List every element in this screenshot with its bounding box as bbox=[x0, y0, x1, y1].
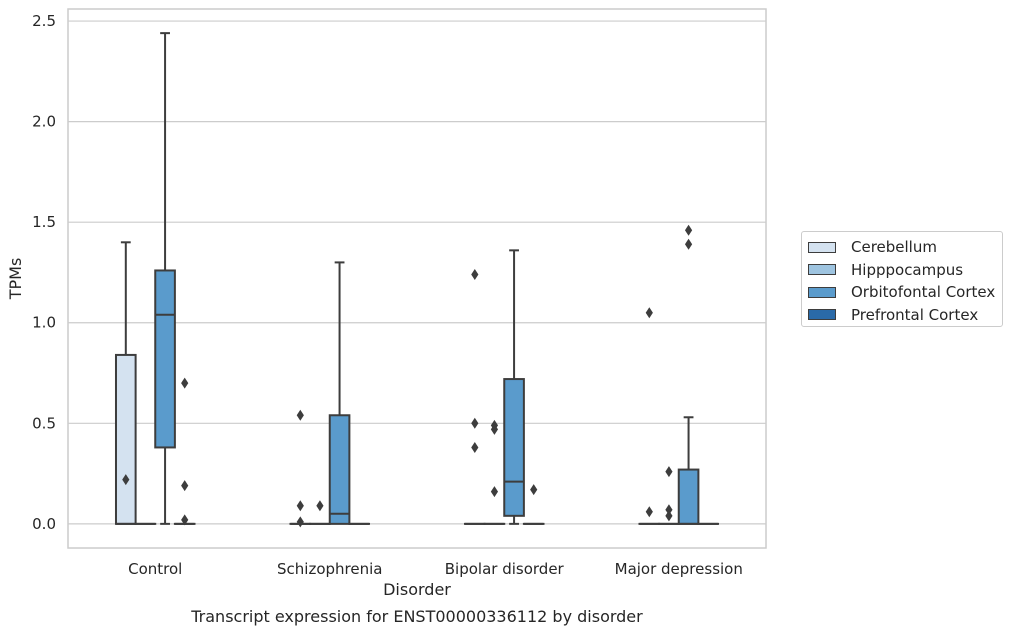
plot-frame bbox=[67, 8, 767, 549]
outlier-point bbox=[471, 441, 479, 453]
legend-swatch-hippocampus bbox=[808, 264, 836, 276]
legend-swatch-prefrontal-cortex bbox=[808, 309, 836, 321]
y-axis-label: TPMs bbox=[6, 258, 25, 301]
x-axis-label: Disorder bbox=[383, 580, 451, 599]
legend-item-hippocampus: Hipppocampus bbox=[808, 259, 1002, 282]
box-body bbox=[328, 414, 351, 525]
y-tick-label: 0.5 bbox=[32, 414, 56, 432]
outlier-point bbox=[645, 506, 653, 518]
box-body bbox=[114, 353, 137, 525]
box-prefrontal-cortex bbox=[173, 377, 196, 526]
x-tick-label: Major depression bbox=[615, 560, 743, 578]
legend-item-orbitofrontal-cortex: Orbitofontal Cortex bbox=[808, 281, 1002, 304]
x-tick-label: Control bbox=[128, 560, 182, 578]
box-orbitofontal-cortex bbox=[677, 224, 700, 525]
outlier-point bbox=[471, 268, 479, 280]
outlier-point bbox=[181, 480, 189, 492]
x-tick-label: Bipolar disorder bbox=[445, 560, 565, 578]
box-orbitofontal-cortex bbox=[503, 249, 525, 525]
box-cerebellum bbox=[114, 241, 137, 525]
outlier-point bbox=[296, 500, 304, 512]
box-prefrontal-cortex bbox=[522, 484, 545, 525]
outlier-point bbox=[471, 417, 479, 429]
legend-item-prefrontal-cortex: Prefrontal Cortex bbox=[808, 304, 1002, 327]
outlier-point bbox=[530, 484, 538, 496]
legend-item-cerebellum: Cerebellum bbox=[808, 236, 1002, 259]
box-body bbox=[503, 378, 525, 517]
x-tick-label: Schizophrenia bbox=[277, 560, 382, 578]
box-body bbox=[677, 468, 700, 525]
box-hipppocampus bbox=[483, 419, 506, 525]
outlier-point bbox=[665, 504, 673, 516]
outlier-point bbox=[181, 514, 189, 526]
outlier-point bbox=[490, 486, 499, 498]
y-tick-label: 2.5 bbox=[32, 12, 56, 30]
y-tick-label: 1.0 bbox=[32, 314, 56, 332]
chart-legend: Cerebellum Hipppocampus Orbitofontal Cor… bbox=[801, 231, 1003, 327]
legend-swatch-orbitofrontal-cortex bbox=[808, 286, 836, 298]
box-hipppocampus bbox=[658, 466, 680, 525]
box-orbitofontal-cortex bbox=[154, 32, 176, 525]
outlier-point bbox=[296, 409, 304, 421]
legend-label-prefrontal-cortex: Prefrontal Cortex bbox=[851, 305, 979, 324]
legend-label-orbitofrontal-cortex: Orbitofontal Cortex bbox=[851, 283, 996, 302]
outlier-point bbox=[296, 516, 304, 528]
y-tick-label: 1.5 bbox=[32, 213, 56, 231]
outlier-point bbox=[181, 377, 189, 389]
outlier-point bbox=[665, 510, 673, 522]
y-tick-label: 2.0 bbox=[32, 113, 56, 131]
outlier-point bbox=[684, 238, 693, 250]
outlier-point bbox=[490, 423, 499, 435]
legend-label-cerebellum: Cerebellum bbox=[851, 238, 937, 257]
outlier-point bbox=[645, 307, 653, 319]
plot-area bbox=[68, 9, 766, 548]
outlier-point bbox=[665, 466, 673, 478]
y-tick-label: 0.0 bbox=[32, 515, 56, 533]
box-orbitofontal-cortex bbox=[328, 261, 351, 525]
legend-label-hippocampus: Hipppocampus bbox=[851, 260, 964, 279]
chart-title: Transcript expression for ENST0000033611… bbox=[190, 607, 643, 626]
outlier-point bbox=[684, 224, 693, 236]
outlier-point bbox=[122, 474, 130, 486]
legend-swatch-cerebellum bbox=[808, 241, 836, 253]
box-body bbox=[154, 269, 176, 449]
outlier-point bbox=[316, 500, 324, 512]
